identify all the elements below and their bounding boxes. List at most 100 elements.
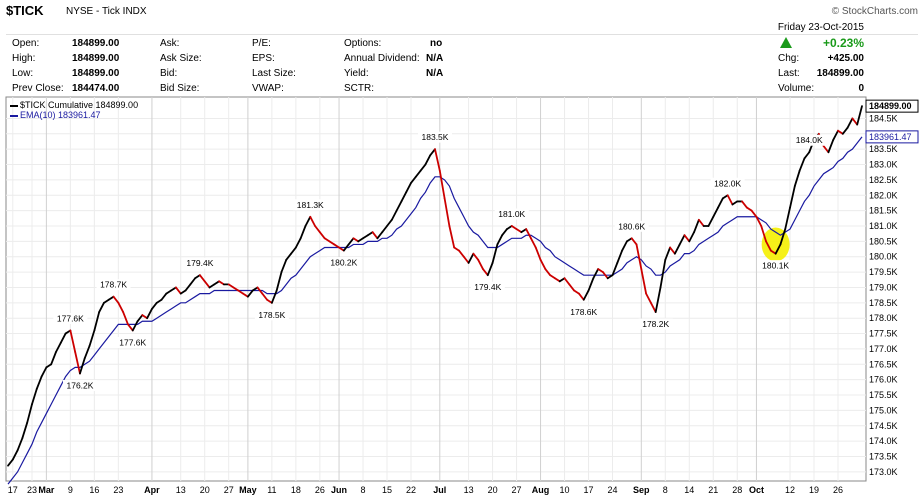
tick-segment-down [760,225,767,243]
last-size-label: Last Size: [252,68,296,79]
volume-value: 0 [858,83,864,94]
tick-segment-down [530,237,537,249]
tick-segment-down [640,268,648,295]
last-price-tag-box [865,99,919,113]
tick-segment-down [199,274,206,283]
peak-label: 182.0K [714,178,741,188]
tick-segment-down [69,329,77,353]
y-tick-label: 173.5K [869,451,898,461]
x-tick-label: 9 [68,485,73,495]
tick-segment-up [304,215,312,227]
tick-segment-up [721,194,729,200]
tick-segment-down [630,237,638,246]
tick-segment-up [491,243,499,264]
legend-main-label: $TICK Cumulative 184899.00 [20,100,139,110]
x-tick-label: 23 [113,485,123,495]
last-price-tag: 184899.00 [869,101,912,111]
x-tick-label: 18 [291,485,301,495]
tick-segment-down [112,295,120,304]
y-tick-label: 179.0K [869,282,898,292]
tick-segment-up [362,234,369,240]
tick-segment-up [582,289,590,301]
tick-segment-up [395,200,403,212]
tick-segment-up [712,206,719,218]
ema-series [7,136,863,485]
tick-segment-up [846,117,854,129]
tick-segment-up [93,311,101,332]
sctr-label: SCTR: [344,83,374,94]
tick-segment-down [697,218,705,227]
x-tick-label: 12 [785,485,795,495]
tick-segment-up [626,237,633,243]
peak-label-bg [96,279,131,291]
tick-segment-up [285,252,292,261]
tick-segment-up [779,228,787,246]
x-tick-label: 11 [267,485,276,495]
tick-segment-up [103,298,110,304]
tick-segment-up [390,209,398,221]
x-tick-label: Aug [532,485,550,495]
tick-segment-down [602,271,609,280]
x-tick-label: 26 [315,485,325,495]
y-tick-label: 184.5K [869,113,898,123]
stockcharts-logo[interactable]: © StockCharts.com [831,6,918,17]
tick-segment-down [309,215,316,227]
tick-segment-down [765,240,772,252]
tick-segment-up [208,283,216,289]
tick-segment-down [683,234,691,243]
up-arrow-icon [780,37,792,48]
yield-value: N/A [426,68,444,79]
open-value: 184899.00 [72,38,120,49]
tick-segment-down [462,255,470,264]
peak-label: 183.5K [422,132,449,142]
tick-segment-down [127,323,134,332]
legend-ema: EMA(10) 183961.47 [10,110,101,120]
y-tick-label: 182.0K [869,190,898,200]
change-percent: +0.23% [822,36,864,50]
peak-label: 178.2K [642,319,669,329]
tick-segment-down [573,289,580,295]
tick-segment-up [501,228,508,237]
x-tick-label: Oct [749,485,764,495]
tick-segment-up [31,387,38,406]
y-axis: 173.0K 173.5K 174.0K 174.5K 175.0K 175.5K 176.… [869,113,898,476]
annotations: 177.6K 176.2K 178.7K 177.6K 179.4K 178.5K 181.… [53,131,827,392]
open-label: Open: [12,38,40,49]
x-tick-label: 27 [512,485,522,495]
x-tick-label: 10 [560,485,570,495]
x-tick-label: 14 [684,485,694,495]
tick-segment-up [194,274,201,280]
y-tick-label: 174.0K [869,436,898,446]
tick-segment-up [294,237,302,249]
peak-label: 180.2K [330,258,357,268]
ticker-subtitle: NYSE - Tick INDX [66,6,147,17]
tick-segment-up [405,182,412,194]
y-tick-label: 183.5K [869,144,898,154]
peak-label-bg [614,220,649,232]
annual-dividend-value: N/A [426,53,444,64]
tick-segment-up [155,298,163,304]
last-value: 184899.00 [816,68,864,79]
volume-label: Volume: [778,83,815,94]
tick-segment-up [246,289,254,298]
vwap-label: VWAP: [252,83,284,94]
tick-segment-up [856,105,863,126]
tick-segment-up [731,200,739,206]
tick-segment-up [357,237,364,243]
tick-segment-up [55,341,62,353]
y-tick-label: 175.5K [869,390,898,400]
tick-segment-down [203,280,211,289]
tick-series [7,105,863,467]
tick-segment-up [774,243,782,255]
tick-segment-up [189,277,197,286]
y-tick-label: 179.5K [869,267,898,277]
prev-close-label: Prev Close: [12,83,64,94]
peak-label: 178.7K [100,280,127,290]
eps-label: EPS: [252,53,275,64]
y-tick-label: 182.5K [869,175,898,185]
tick-segment-down [434,148,441,172]
tick-segment-down [261,292,268,301]
y-tick-label: 176.0K [869,375,898,385]
chg-value: +425.00 [827,53,864,64]
